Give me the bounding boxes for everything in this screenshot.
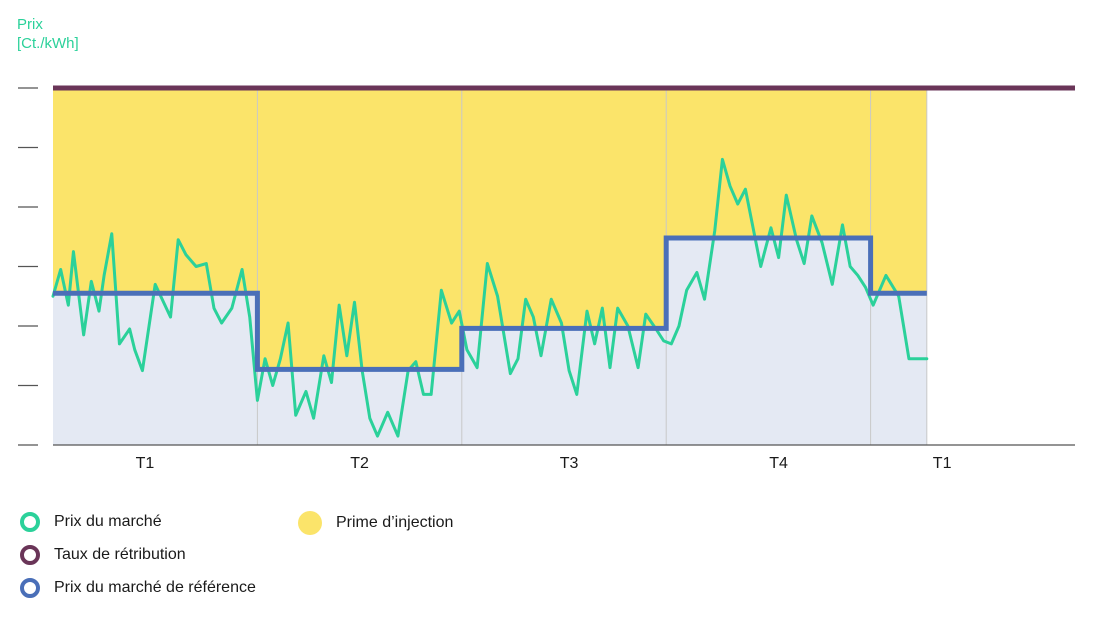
chart-canvas: T1 T2 T3 T4 T1 [18,85,1075,472]
y-axis-label-line2: [Ct./kWh] [17,35,79,52]
legend-item-premium: Prime d’injection [298,511,453,535]
x-tick-label-2: T3 [560,455,579,472]
legend-item-reference: Prix du marché de référence [20,578,256,598]
legend-premium-icon [298,511,322,535]
legend-reference-label: Prix du marché de référence [54,579,256,596]
legend-retribution-icon [20,545,40,565]
legend-item-market: Prix du marché [20,512,162,532]
legend-market-icon [20,512,40,532]
legend-market-label: Prix du marché [54,513,162,530]
y-axis-label: Prix [Ct./kWh] [17,15,79,53]
premium-area [53,88,927,370]
reference-area [53,237,927,445]
x-tick-label-1: T2 [350,455,369,472]
legend-premium-label: Prime d’injection [336,514,454,531]
legend-retribution-label: Taux de rétribution [54,546,186,563]
x-tick-label-3: T4 [769,455,788,472]
market-price-line [51,157,929,438]
legend-item-retribution: Taux de rétribution [20,545,186,565]
x-tick-label-4: T1 [933,455,952,472]
x-tick-label-0: T1 [136,455,155,472]
reference-price-line [53,235,927,372]
legend-reference-icon [20,578,40,598]
y-axis-label-line1: Prix [17,16,43,33]
